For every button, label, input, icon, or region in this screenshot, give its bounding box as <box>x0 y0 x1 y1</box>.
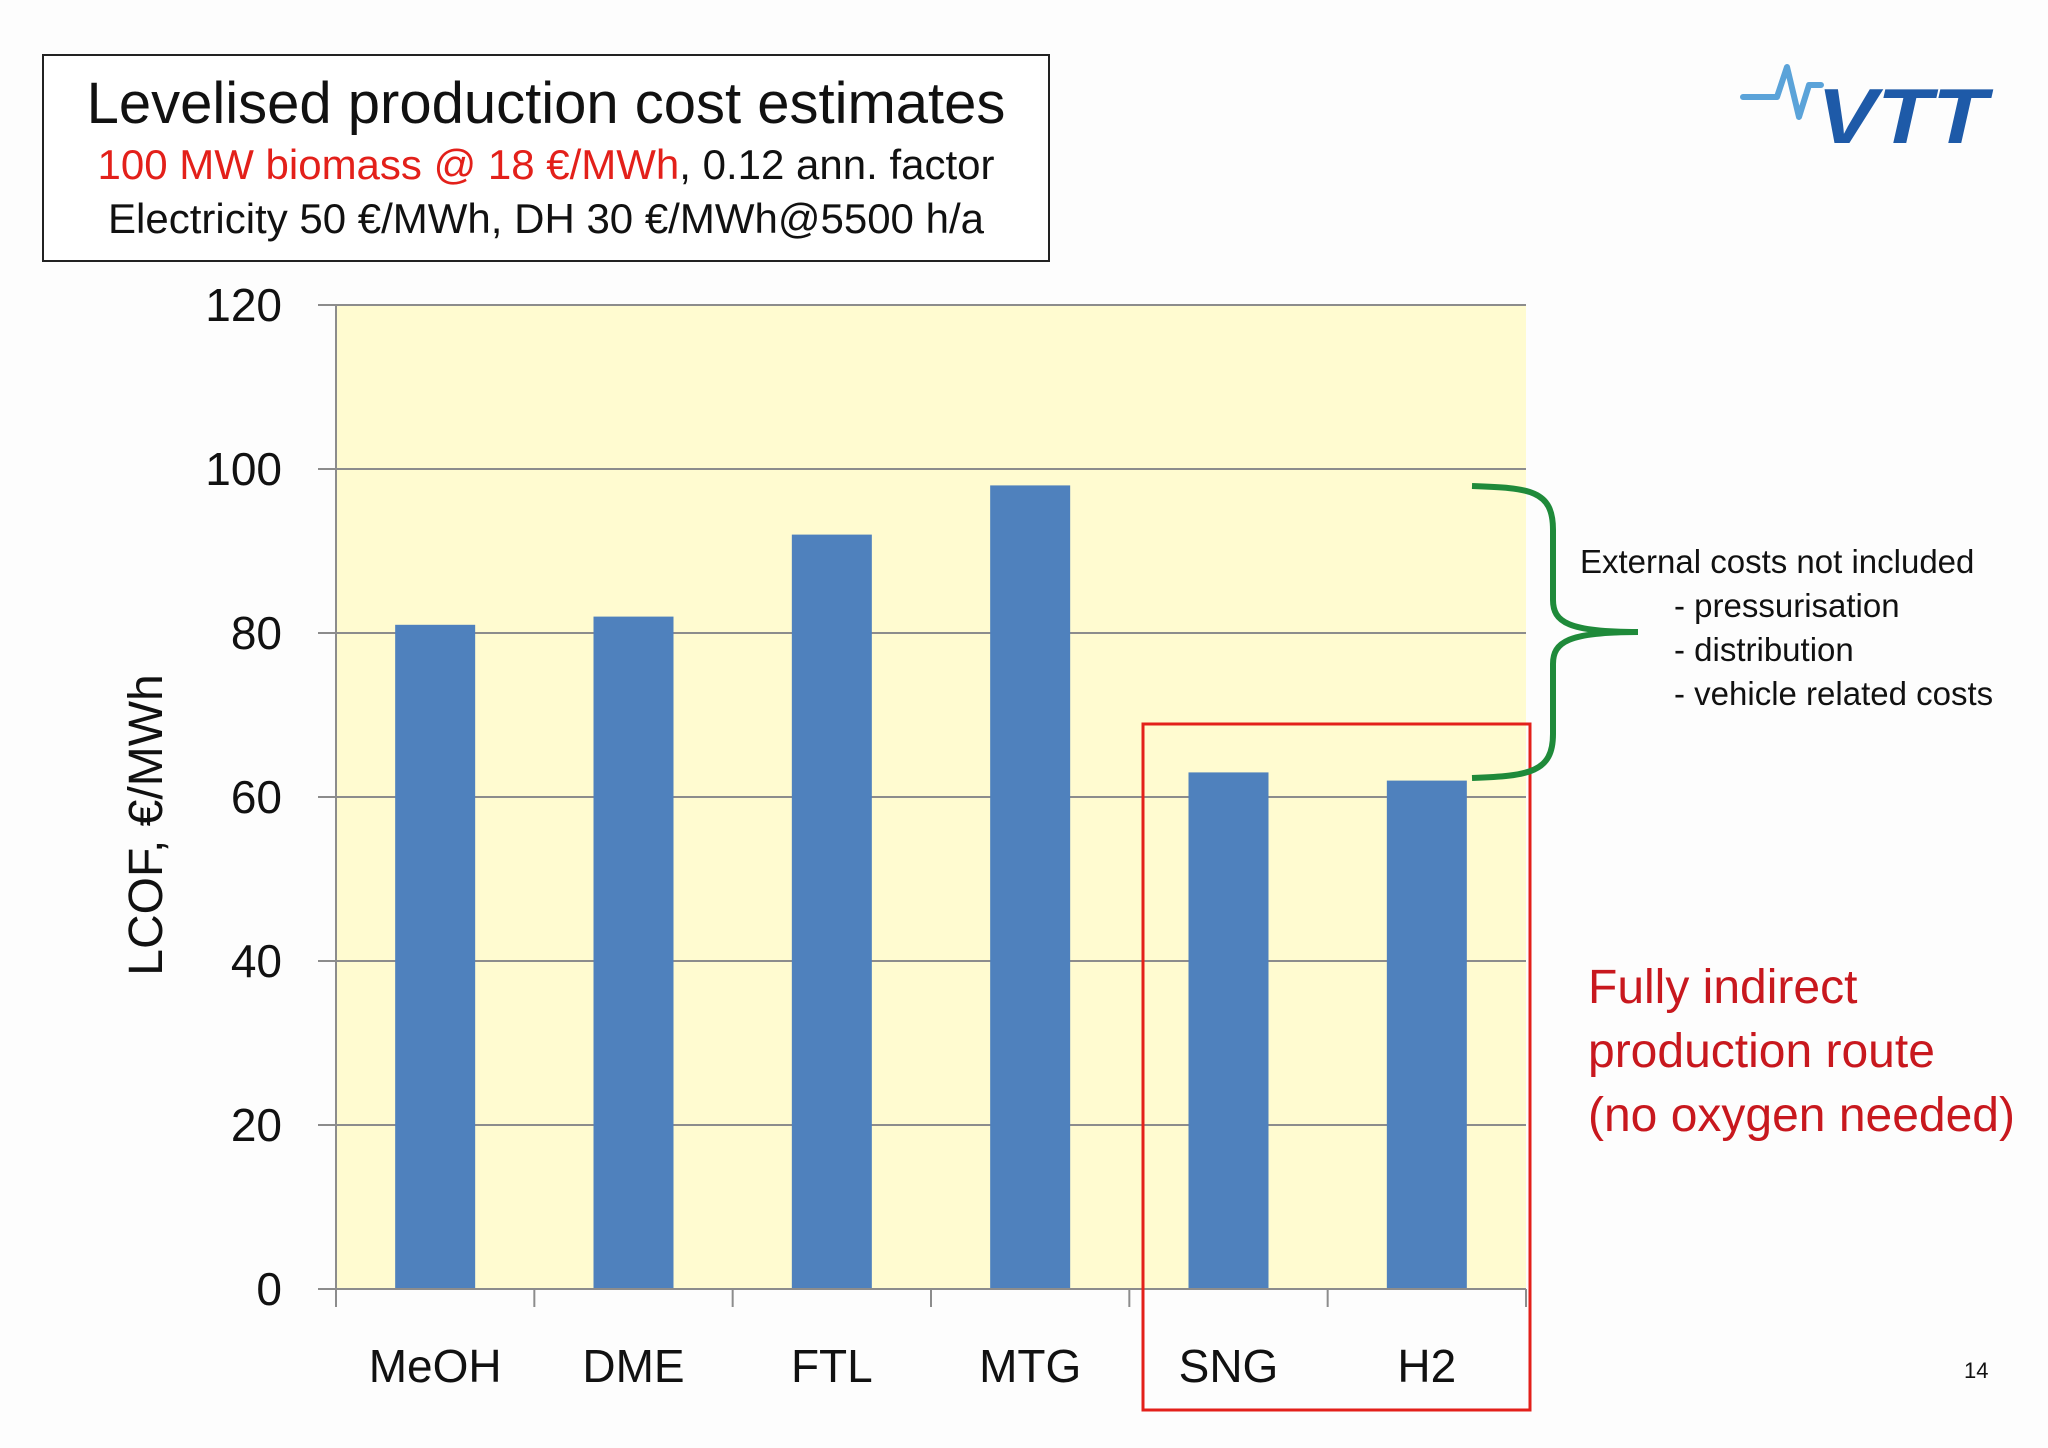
x-tick-label: SNG <box>1179 1340 1279 1392</box>
page-number: 14 <box>1964 1358 1989 1383</box>
y-tick-label: 100 <box>205 443 282 495</box>
y-tick-label: 120 <box>205 279 282 331</box>
external-cost-item: - pressurisation <box>1674 587 1900 624</box>
y-tick-label: 40 <box>231 935 282 987</box>
slide-subtitle-electricity: Electricity 50 €/MWh, DH 30 €/MWh@5500 h… <box>108 195 984 242</box>
bar-mtg <box>990 485 1071 1289</box>
external-cost-item: - vehicle related costs <box>1674 675 1994 712</box>
external-costs-note: External costs not included - pressurisa… <box>1580 540 1993 716</box>
indirect-highlight-box <box>1141 722 1532 1412</box>
x-tick-label: FTL <box>791 1340 873 1392</box>
y-tick-label: 60 <box>231 771 282 823</box>
y-tick-label: 0 <box>256 1263 282 1315</box>
y-tick-labels: 0 20 40 60 80 100 120 <box>205 279 282 1315</box>
y-tick-label: 80 <box>231 607 282 659</box>
bar-ftl <box>791 534 872 1289</box>
subtitle-factor: , 0.12 ann. factor <box>679 141 995 188</box>
curly-brace <box>1471 483 1639 781</box>
bar-dme <box>593 616 674 1289</box>
x-tick-label: MeOH <box>369 1340 502 1392</box>
x-axis: MeOH DME FTL MTG SNG H2 <box>335 1288 1527 1392</box>
bar-sng <box>1188 772 1269 1289</box>
subtitle-biomass: 100 MW biomass @ 18 €/MWh <box>97 141 680 188</box>
title-box: Levelised production cost estimates 100 … <box>42 54 1050 262</box>
logo-text: VTT <box>1817 72 1994 155</box>
indirect-note-line: production route <box>1588 1025 1935 1078</box>
bar-h2 <box>1386 780 1467 1289</box>
slide-subtitle: 100 MW biomass @ 18 €/MWh, 0.12 ann. fac… <box>44 138 1048 192</box>
y-axis-label: LCOF, €/MWh <box>120 674 173 975</box>
vtt-logo: VTT <box>1740 64 1994 155</box>
logo-wave <box>1740 64 1824 120</box>
indirect-note-line: Fully indirect <box>1588 961 1858 1014</box>
bars <box>395 485 1467 1289</box>
x-tick-label: MTG <box>979 1340 1081 1392</box>
indirect-note-line: (no oxygen needed) <box>1588 1089 2015 1142</box>
slide-title: Levelised production cost estimates <box>86 71 1006 136</box>
indirect-route-note: Fully indirect production route (no oxyg… <box>1588 956 2015 1148</box>
x-tick-label: DME <box>582 1340 684 1392</box>
x-tick-label: H2 <box>1397 1340 1456 1392</box>
bar-meoh <box>395 624 476 1289</box>
external-costs-title: External costs not included <box>1580 543 1975 580</box>
external-cost-item: - distribution <box>1674 631 1854 668</box>
y-tick-label: 20 <box>231 1099 282 1151</box>
